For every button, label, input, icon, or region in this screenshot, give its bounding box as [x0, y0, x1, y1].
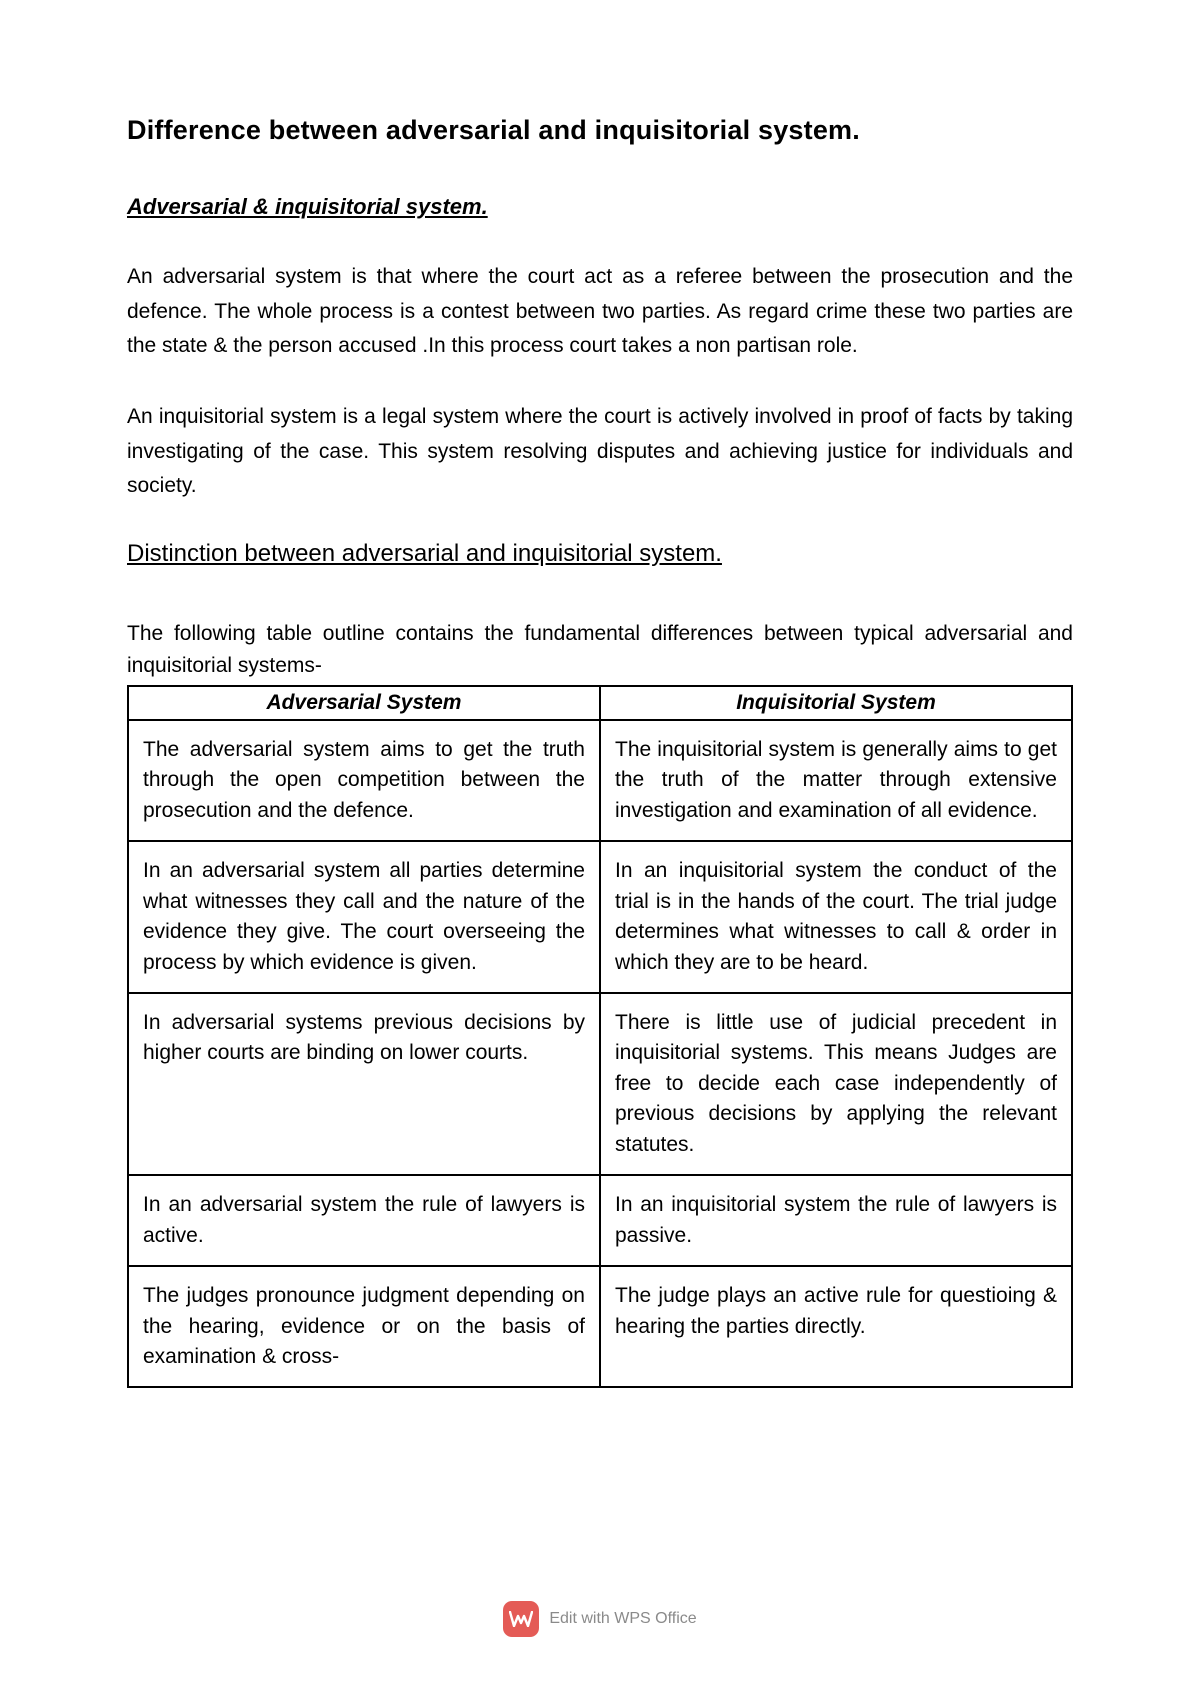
- table-cell: In an adversarial system the rule of law…: [128, 1175, 600, 1266]
- section-subtitle: Adversarial & inquisitorial system.: [127, 194, 1073, 220]
- table-row: In an adversarial system all parties det…: [128, 841, 1072, 993]
- comparison-table: Adversarial System Inquisitorial System …: [127, 685, 1073, 1388]
- table-intro-text: The following table outline contains the…: [127, 618, 1073, 683]
- document-page: Difference between adversarial and inqui…: [0, 0, 1200, 1697]
- table-cell: There is little use of judicial preceden…: [600, 993, 1072, 1175]
- paragraph-1: An adversarial system is that where the …: [127, 260, 1073, 364]
- table-cell: The judge plays an active rule for quest…: [600, 1266, 1072, 1387]
- paragraph-2: An inquisitorial system is a legal syste…: [127, 400, 1073, 504]
- wps-icon: [503, 1601, 539, 1637]
- footer: Edit with WPS Office: [0, 1601, 1200, 1637]
- table-cell: In adversarial systems previous decision…: [128, 993, 600, 1175]
- table-row: In adversarial systems previous decision…: [128, 993, 1072, 1175]
- table-header-inquisitorial: Inquisitorial System: [600, 686, 1072, 720]
- table-header-row: Adversarial System Inquisitorial System: [128, 686, 1072, 720]
- table-row: The judges pronounce judgment depending …: [128, 1266, 1072, 1387]
- table-cell: The inquisitorial system is generally ai…: [600, 720, 1072, 841]
- page-title: Difference between adversarial and inqui…: [127, 115, 1073, 146]
- distinction-heading: Distinction between adversarial and inqu…: [127, 540, 1073, 568]
- table-cell: In an inquisitorial system the rule of l…: [600, 1175, 1072, 1266]
- table-header-adversarial: Adversarial System: [128, 686, 600, 720]
- table-cell: In an inquisitorial system the conduct o…: [600, 841, 1072, 993]
- table-row: In an adversarial system the rule of law…: [128, 1175, 1072, 1266]
- table-cell: In an adversarial system all parties det…: [128, 841, 600, 993]
- table-row: The adversarial system aims to get the t…: [128, 720, 1072, 841]
- table-cell: The adversarial system aims to get the t…: [128, 720, 600, 841]
- wps-badge[interactable]: Edit with WPS Office: [503, 1601, 696, 1637]
- wps-label: Edit with WPS Office: [549, 1610, 696, 1628]
- table-cell: The judges pronounce judgment depending …: [128, 1266, 600, 1387]
